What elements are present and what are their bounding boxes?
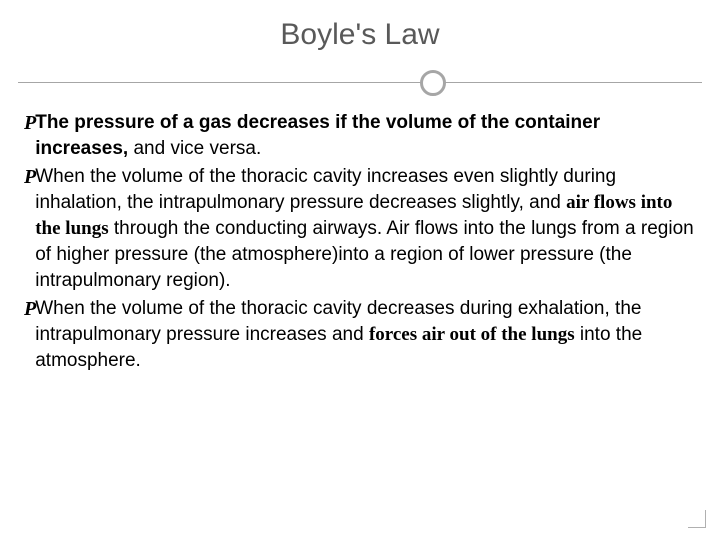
circle-ornament <box>420 70 446 96</box>
bullet-item: PWhen the volume of the thoracic cavity … <box>24 296 696 374</box>
bullet-text: When the volume of the thoracic cavity i… <box>35 164 696 294</box>
corner-ornament <box>686 508 706 528</box>
bullet-item: PWhen the volume of the thoracic cavity … <box>24 164 696 294</box>
bullet-glyph-icon: P <box>24 110 33 136</box>
title-divider <box>0 68 720 98</box>
content-area: PThe pressure of a gas decreases if the … <box>0 98 720 374</box>
title-area: Boyle's Law <box>0 0 720 62</box>
slide: Boyle's Law PThe pressure of a gas decre… <box>0 0 720 540</box>
slide-title: Boyle's Law <box>0 18 720 52</box>
bullet-glyph-icon: P <box>24 296 33 322</box>
bullet-text: The pressure of a gas decreases if the v… <box>35 110 696 162</box>
bullet-item: PThe pressure of a gas decreases if the … <box>24 110 696 162</box>
bullet-text: When the volume of the thoracic cavity d… <box>35 296 696 374</box>
bullet-glyph-icon: P <box>24 164 33 190</box>
horizontal-rule <box>18 82 702 83</box>
